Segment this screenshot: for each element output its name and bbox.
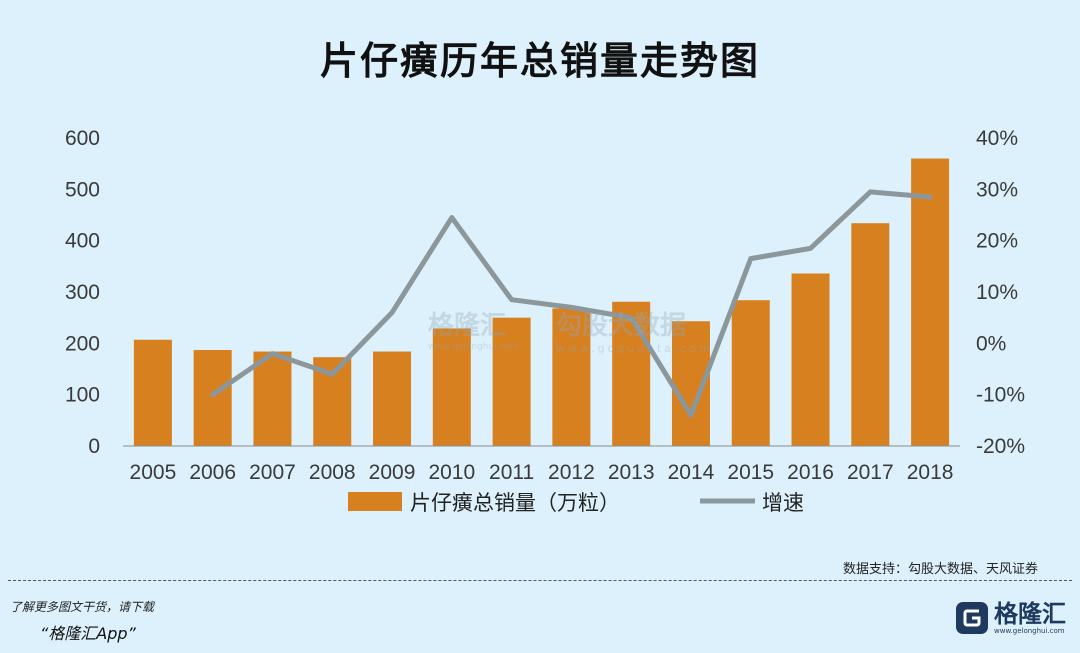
bar-2017	[851, 223, 890, 446]
bar-2010	[432, 328, 471, 446]
logo-icon	[956, 602, 988, 634]
x-tick-label: 2010	[428, 461, 475, 484]
left-y-tick-label: 100	[65, 384, 100, 407]
right-y-tick-label: 20%	[976, 230, 1018, 253]
x-tick-label: 2013	[608, 461, 655, 484]
bar-2012	[552, 308, 591, 446]
promo-app-name: “格隆汇App”	[40, 624, 136, 643]
bar-2009	[373, 351, 412, 446]
x-tick-label: 2007	[249, 461, 296, 484]
x-tick-label: 2012	[548, 461, 595, 484]
right-y-tick-label: -10%	[976, 384, 1025, 407]
bar-2007	[253, 351, 292, 446]
right-y-axis-ticks: -20% -10% 0% 10% 20% 30% 40%	[976, 127, 1025, 458]
bar-2011	[492, 317, 531, 446]
left-y-tick-label: 500	[65, 178, 100, 201]
left-y-tick-label: 300	[65, 281, 100, 304]
legend-label-line: 增速	[762, 491, 804, 515]
right-y-tick-label: 30%	[976, 178, 1018, 201]
x-tick-label: 2008	[309, 461, 356, 484]
bar-2018	[911, 158, 950, 447]
left-y-tick-label: 600	[65, 127, 100, 150]
legend-swatch-bar	[348, 492, 402, 511]
divider	[8, 580, 1072, 581]
right-y-tick-label: 40%	[976, 127, 1018, 150]
logo-url: www.gelonghui.com	[994, 626, 1065, 635]
x-tick-label: 2016	[787, 461, 834, 484]
bar-2013	[612, 301, 651, 446]
chart-title: 片仔癀历年总销量走势图	[319, 39, 760, 83]
right-y-tick-label: 0%	[976, 332, 1006, 355]
legend-label-bar: 片仔癀总销量（万粒）	[410, 491, 620, 515]
right-y-tick-label: -20%	[976, 435, 1025, 458]
x-tick-label: 2014	[668, 461, 715, 484]
bar-2005	[133, 339, 172, 446]
source-note: 数据支持：勾股大数据、天风证券	[842, 562, 1038, 577]
x-tick-label: 2009	[369, 461, 416, 484]
left-y-tick-label: 400	[65, 230, 100, 253]
left-y-tick-label: 0	[88, 435, 100, 458]
bar-2006	[193, 350, 232, 446]
footer-logo[interactable]: 格隆汇 www.gelonghui.com	[956, 600, 1066, 636]
x-tick-label: 2011	[489, 461, 534, 484]
x-tick-label: 2015	[727, 461, 774, 484]
line-series	[210, 189, 933, 418]
bar-2015	[731, 300, 770, 446]
promo-text: 了解更多图文干货，请下载	[10, 600, 155, 614]
left-y-axis-ticks: 0 100 200 300 400 500 600	[65, 127, 100, 458]
left-y-tick-label: 200	[65, 332, 100, 355]
right-y-tick-label: 10%	[976, 281, 1018, 304]
logo-name: 格隆汇	[994, 599, 1066, 628]
bar-series	[133, 158, 950, 447]
x-tick-label: 2005	[130, 461, 177, 484]
x-tick-label: 2018	[907, 461, 954, 484]
legend: 片仔癀总销量（万粒） 增速	[348, 491, 804, 515]
bar-2016	[791, 273, 830, 446]
x-tick-label: 2017	[847, 461, 894, 484]
x-axis-ticks: 2005 2006 2007 2008 2009 2010 2011 2012 2013 2014…	[130, 461, 954, 484]
x-tick-label: 2006	[189, 461, 236, 484]
